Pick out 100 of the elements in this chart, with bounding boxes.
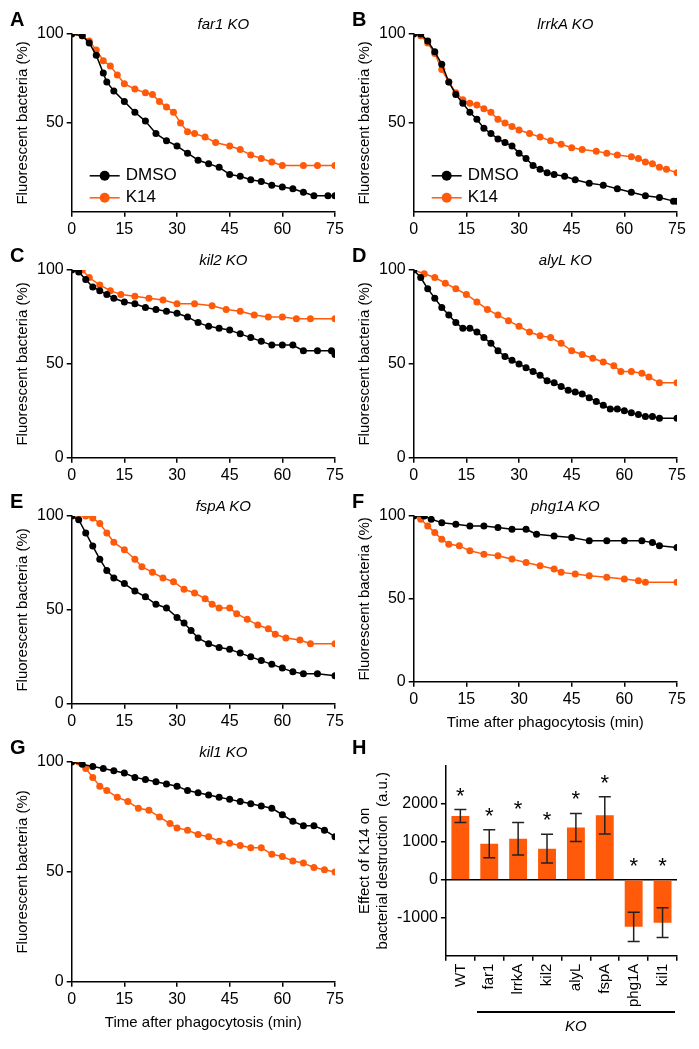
x-tick-label: 75 xyxy=(668,689,686,707)
y-axis-title: Fluorescent bacteria (%) xyxy=(13,528,31,692)
y-axis-title: Fluorescent bacteria (%) xyxy=(355,41,373,205)
x-tick-label: 75 xyxy=(668,219,686,237)
x-tick-label: 45 xyxy=(562,219,581,237)
legend-label: K14 xyxy=(467,187,498,207)
y-axis-title: Effect of K14 on bacterial destruction (a.u.) xyxy=(355,772,391,950)
text: F xyxy=(352,489,365,512)
y-tick-label: 100 xyxy=(36,752,64,770)
x-tick-label: kil1 xyxy=(652,963,670,987)
x-tick-label: alyL xyxy=(566,963,584,992)
y-axis-title: Fluorescent bacteria (%) xyxy=(355,282,373,446)
x-tick-label: 75 xyxy=(326,465,344,483)
x-tick-label: 45 xyxy=(562,465,581,483)
x-tick-label: 30 xyxy=(168,989,187,1007)
annotation: * xyxy=(571,786,581,812)
x-tick-label: 15 xyxy=(115,711,134,729)
text: H xyxy=(352,735,367,758)
annotation: * xyxy=(600,769,610,795)
chart-title: lrrkA KO xyxy=(537,14,594,32)
chart-title: kil2 KO xyxy=(199,250,248,268)
text: B xyxy=(352,7,367,30)
annotation: * xyxy=(542,807,552,833)
x-tick-label: 0 xyxy=(67,989,77,1007)
x-axis-title: Time after phagocytosis (min) xyxy=(446,713,644,731)
y-tick-label: 50 xyxy=(45,354,64,372)
x-tick-label: 0 xyxy=(67,465,77,483)
x-tick-label: 0 xyxy=(67,711,77,729)
x-tick-label: fspA xyxy=(594,963,612,994)
y-tick-label: 100 xyxy=(378,24,406,42)
annotation: * xyxy=(658,852,668,878)
text: E xyxy=(10,489,24,512)
text: C xyxy=(10,243,25,266)
y-tick-label: 0 xyxy=(429,870,439,888)
chart-title: fspA KO xyxy=(195,496,252,514)
x-axis-title: Time after phagocytosis (min) xyxy=(104,1013,302,1031)
x-tick-label: 60 xyxy=(273,989,292,1007)
x-tick-label: WT xyxy=(450,963,468,987)
y-tick-label: 50 xyxy=(45,113,64,131)
y-tick-label: 100 xyxy=(378,506,406,524)
y-axis-title: Fluorescent bacteria (%) xyxy=(13,790,31,954)
x-tick-label: 60 xyxy=(273,465,292,483)
x-tick-label: 30 xyxy=(168,465,187,483)
chart-title: phg1A KO xyxy=(530,496,600,514)
x-tick-label: 15 xyxy=(457,689,476,707)
annotation: * xyxy=(513,795,523,821)
y-tick-label: 0 xyxy=(396,672,406,690)
x-tick-label: 60 xyxy=(273,711,292,729)
x-tick-label: 15 xyxy=(115,219,134,237)
x-tick-label: 0 xyxy=(67,219,77,237)
y-tick-label: 100 xyxy=(36,506,64,524)
y-tick-label: 50 xyxy=(387,354,406,372)
chart-title: alyL KO xyxy=(538,250,593,268)
x-tick-label: kil2 xyxy=(537,963,555,987)
y-tick-label: 100 xyxy=(36,24,64,42)
text: D xyxy=(352,243,367,266)
y-tick-label: 50 xyxy=(387,589,406,607)
x-tick-label: 60 xyxy=(615,689,634,707)
x-tick-label: 75 xyxy=(326,989,344,1007)
chart-title: kil1 KO xyxy=(199,742,248,760)
x-tick-label: 30 xyxy=(168,711,187,729)
y-tick-label: 1000 xyxy=(402,832,439,850)
y-tick-label: 50 xyxy=(45,600,64,618)
y-axis-title: Fluorescent bacteria (%) xyxy=(13,41,31,205)
y-tick-label: 50 xyxy=(45,862,64,880)
legend-label: K14 xyxy=(125,187,156,207)
x-tick-label: 30 xyxy=(168,219,187,237)
legend-label: DMSO xyxy=(125,165,177,185)
x-tick-label: 15 xyxy=(457,219,476,237)
y-tick-label: 100 xyxy=(378,260,406,278)
annotation: * xyxy=(484,802,494,828)
text: G xyxy=(10,735,26,758)
x-tick-label: lrrkA xyxy=(508,963,526,995)
y-axis-title: Fluorescent bacteria (%) xyxy=(355,517,373,681)
x-tick-label: 30 xyxy=(510,689,529,707)
x-tick-label: 75 xyxy=(326,219,344,237)
legend-label: DMSO xyxy=(467,165,519,185)
x-tick-label: 15 xyxy=(115,465,134,483)
x-tick-label: 15 xyxy=(457,465,476,483)
x-tick-label: far1 xyxy=(479,963,497,990)
x-tick-label: 60 xyxy=(273,219,292,237)
x-tick-label: 45 xyxy=(220,219,239,237)
x-tick-label: 60 xyxy=(615,219,634,237)
chart-title: far1 KO xyxy=(197,14,250,32)
annotation: * xyxy=(629,852,639,878)
annotation: * xyxy=(456,782,466,808)
text: KO xyxy=(565,1016,588,1034)
y-tick-label: 100 xyxy=(36,260,64,278)
x-tick-label: phg1A xyxy=(623,963,641,1007)
y-tick-label: 50 xyxy=(387,113,406,131)
x-tick-label: 45 xyxy=(220,989,239,1007)
x-tick-label: 30 xyxy=(510,465,529,483)
y-tick-label: -1000 xyxy=(397,908,439,926)
text: A xyxy=(10,7,25,30)
x-tick-label: 30 xyxy=(510,219,529,237)
x-tick-label: 75 xyxy=(326,711,344,729)
x-tick-label: 45 xyxy=(220,711,239,729)
y-axis-title: Fluorescent bacteria (%) xyxy=(13,282,31,446)
x-tick-label: 60 xyxy=(615,465,634,483)
x-tick-label: 45 xyxy=(562,689,581,707)
